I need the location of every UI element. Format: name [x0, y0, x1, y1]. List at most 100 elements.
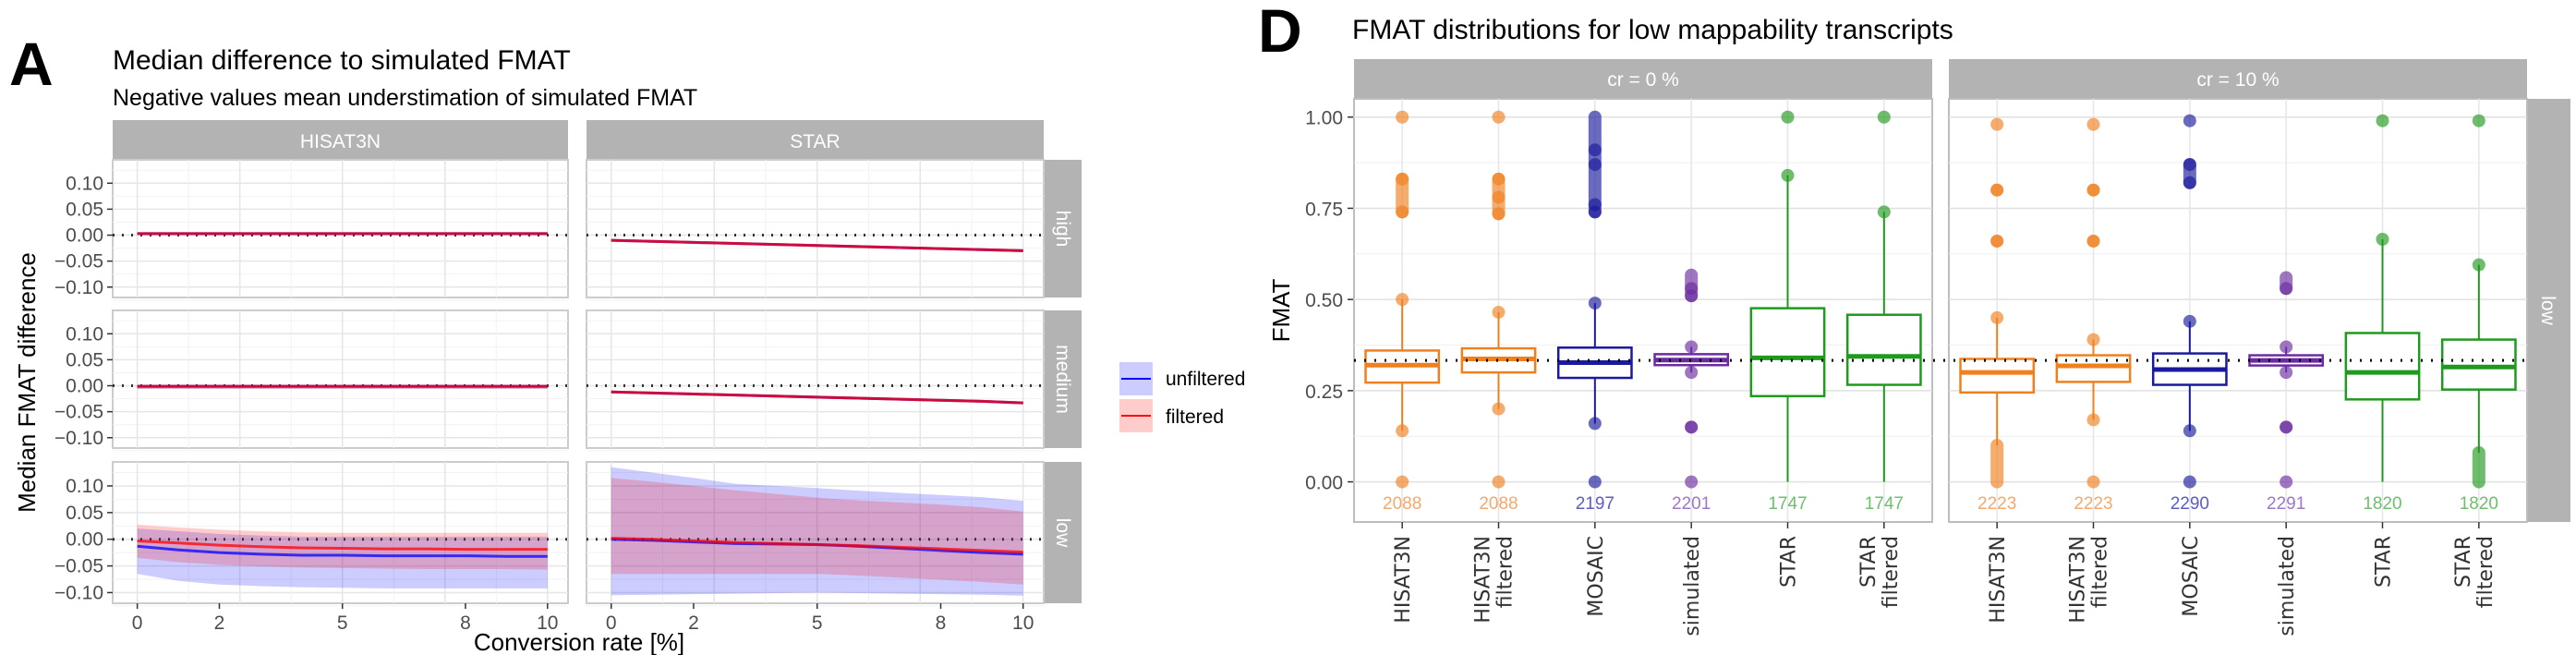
y-tick-label: 0.50 — [1305, 290, 1343, 311]
outliers-high — [2376, 233, 2389, 247]
x-tick-label: STAR — [2373, 536, 2396, 588]
count-label: 1820 — [2460, 494, 2498, 514]
outliers-high — [1781, 168, 1795, 182]
panel-background — [112, 309, 569, 449]
outliers-high — [1990, 117, 2004, 131]
outliers-high — [1396, 172, 1409, 186]
x-tick-label: 5 — [812, 613, 823, 634]
outliers-high — [2183, 158, 2196, 172]
x-tick-label: filtered — [2089, 536, 2112, 608]
y-tick-label: 0.00 — [66, 529, 103, 551]
panel-d-plot: low 0.00 0.25 0.50 0.75 1.00 cr = 0 % 2088 HISAT… — [1305, 59, 2570, 637]
panel-a-y-axis-title: Median FMAT difference — [13, 252, 41, 513]
outliers-high — [1685, 268, 1699, 296]
outliers-low — [2086, 475, 2100, 489]
outliers-high — [2472, 258, 2485, 272]
box-iqr — [2440, 338, 2517, 391]
facet-hisat3n-low — [112, 461, 569, 607]
outliers-low — [2280, 420, 2293, 434]
x-tick-label: MOSAIC — [1585, 536, 1608, 617]
outliers-high — [1990, 234, 2004, 248]
outliers-high — [2086, 183, 2100, 197]
box-hisat3n-filtered: 2088 — [1460, 110, 1537, 514]
outliers-low — [2280, 366, 2293, 380]
outliers-high — [2086, 117, 2100, 131]
facet-hisat3n-high — [112, 159, 569, 301]
y-tick-label: 0.00 — [66, 376, 103, 397]
strip-label-low: low — [1052, 518, 1073, 548]
outliers-high — [1588, 297, 1602, 310]
outliers-high — [1877, 110, 1891, 124]
y-tick-label: 0.75 — [1305, 199, 1343, 220]
panel-background — [586, 159, 1045, 298]
panel-a-legend: unfiltered filtered — [1119, 362, 1245, 432]
outliers-high — [2183, 314, 2196, 328]
outliers-low — [1685, 366, 1699, 380]
median-line-filtered — [137, 539, 548, 552]
strip-high — [1045, 160, 1082, 297]
x-tick-label: HISAT3N — [1987, 536, 2010, 624]
outliers-low — [2086, 413, 2100, 427]
box-star: 1820 — [2344, 114, 2421, 514]
outliers-low — [1685, 475, 1699, 489]
strip-label: cr = 10 % — [2196, 69, 2279, 91]
box-mosaic: 2290 — [2151, 114, 2228, 514]
outliers-low — [2280, 475, 2293, 489]
outliers-high — [1396, 110, 1409, 124]
outliers-low — [1685, 420, 1699, 434]
outliers-low — [1396, 475, 1409, 489]
x-tick-label: 2 — [688, 613, 699, 634]
outliers-high — [2086, 333, 2100, 346]
box-iqr — [1749, 307, 1826, 398]
outliers-low — [1990, 439, 2004, 489]
count-label: 2088 — [1479, 494, 1518, 514]
panel-d-title: FMAT distributions for low mappability t… — [1352, 15, 1953, 45]
strip-star — [587, 120, 1044, 160]
count-label: 2197 — [1576, 494, 1615, 514]
x-tick-label: HISAT3N — [2067, 536, 2090, 624]
outliers-high — [1492, 110, 1506, 124]
box-hisat3n: 2088 — [1364, 110, 1441, 514]
count-label: 2088 — [1383, 494, 1421, 514]
median-line-filtered — [611, 238, 1023, 252]
box-star: 1747 — [1749, 110, 1826, 514]
outliers-high — [1990, 310, 2004, 324]
outliers-high — [1781, 110, 1795, 124]
box-hisat3n: 2223 — [1959, 117, 2036, 514]
y-tick-label: 0.05 — [66, 349, 103, 370]
x-tick-label: 10 — [537, 613, 558, 634]
strip-low — [1045, 462, 1082, 603]
ribbon-unfiltered — [611, 467, 1023, 596]
x-tick-label: 8 — [460, 613, 471, 634]
strip-label-high: high — [1052, 211, 1073, 248]
x-tick-label: HISAT3N — [1392, 536, 1415, 624]
ribbon-filtered — [611, 478, 1023, 585]
x-tick-label: filtered — [1494, 536, 1518, 608]
panel-a-title: Median difference to simulated FMAT — [113, 45, 571, 76]
panel-background — [1353, 98, 1933, 523]
strip-low — [2528, 99, 2570, 522]
y-tick-label: −0.10 — [54, 277, 103, 298]
strip-label-medium: medium — [1052, 345, 1073, 414]
outliers-high — [2280, 340, 2293, 354]
strip-medium — [1045, 310, 1082, 448]
legend-label-filtered: filtered — [1166, 406, 1224, 428]
x-tick-label: 0 — [606, 613, 617, 634]
median-line-filtered — [611, 390, 1023, 405]
facet-star-medium — [586, 309, 1045, 452]
y-tick-label: −0.10 — [54, 428, 103, 449]
median-line-unfiltered — [137, 544, 548, 558]
box-iqr — [1959, 358, 2036, 394]
x-tick-label: 8 — [936, 613, 947, 634]
box-hisat3n-filtered: 2223 — [2055, 117, 2132, 514]
strip-label-star: STAR — [790, 131, 840, 152]
x-tick-label: 5 — [337, 613, 348, 634]
panel-background — [112, 159, 569, 298]
box-simulated: 2201 — [1653, 268, 1730, 514]
facet-star-high — [586, 159, 1045, 301]
outliers-high — [1877, 205, 1891, 219]
y-tick-label: −0.05 — [54, 251, 103, 273]
